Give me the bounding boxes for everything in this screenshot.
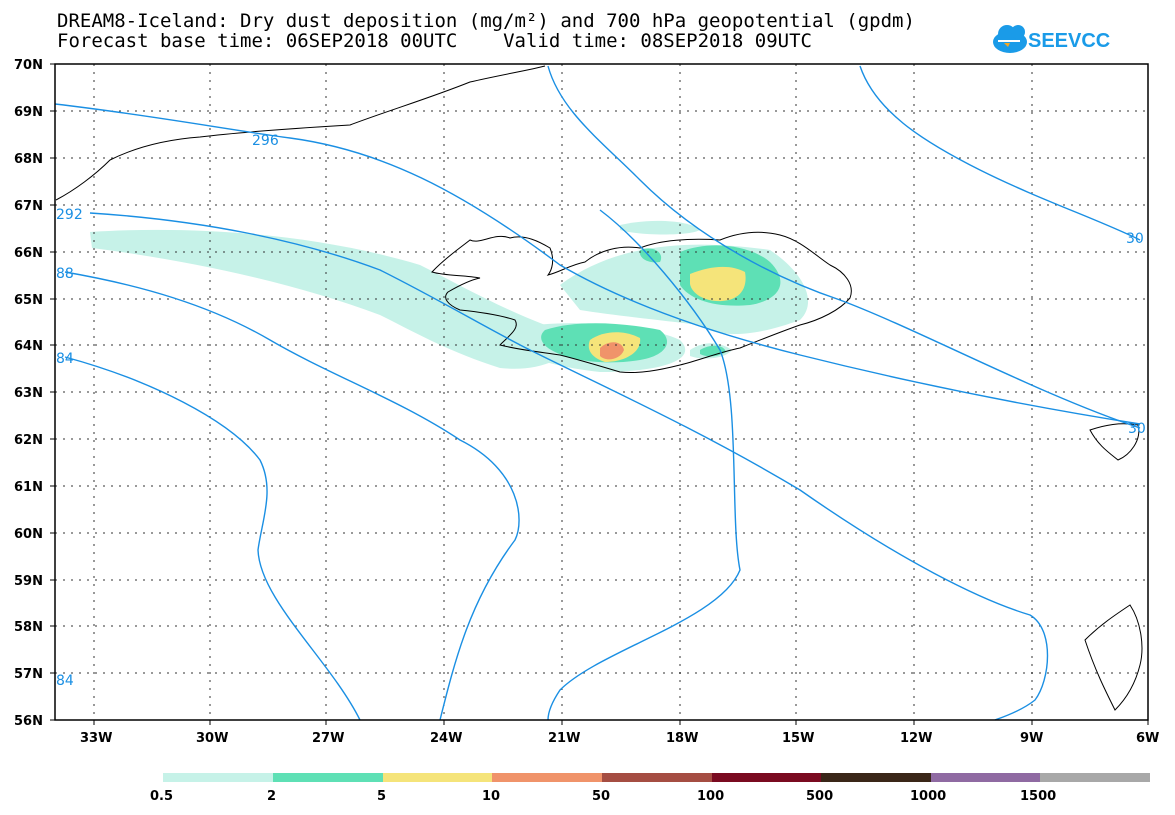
lat-label: 66N — [14, 246, 43, 261]
lat-label: 58N — [14, 620, 43, 635]
legend-label: 0.5 — [150, 789, 173, 804]
lat-label: 62N — [14, 433, 43, 448]
lat-label: 64N — [14, 339, 43, 354]
lon-label: 12W — [900, 731, 932, 746]
legend-label: 100 — [697, 789, 724, 804]
greenland-coast — [55, 65, 546, 201]
legend-label: 1000 — [910, 789, 946, 804]
legend-swatch — [163, 773, 273, 782]
lat-label: 60N — [14, 527, 43, 542]
map-subtitle: Forecast base time: 06SEP2018 00UTC Vali… — [57, 30, 812, 52]
contour-label: 292 — [56, 207, 83, 223]
legend-label: 2 — [267, 789, 276, 804]
legend-swatch — [602, 773, 712, 782]
lat-label: 63N — [14, 386, 43, 401]
geopotential-contours — [54, 65, 1141, 721]
lon-label: 24W — [430, 731, 462, 746]
lon-label: 21W — [548, 731, 580, 746]
legend-label: 1500 — [1020, 789, 1056, 804]
logo-text: SEEVCCC — [1028, 30, 1110, 52]
color-legend: 0.5 2 5 10 50 100 500 1000 1500 — [150, 773, 1150, 804]
scotland-coast — [1084, 604, 1143, 711]
contour-label: 84 — [56, 673, 74, 689]
iceland-coast — [431, 231, 852, 373]
contour-label: 296 — [252, 133, 279, 149]
lat-label: 61N — [14, 480, 43, 495]
lat-label: 69N — [14, 105, 43, 120]
legend-swatch — [821, 773, 931, 782]
latitude-labels: 70N 69N 68N 67N 66N 65N 64N 63N 62N 61N … — [14, 58, 43, 729]
legend-label: 10 — [482, 789, 500, 804]
lat-label: 56N — [14, 714, 43, 729]
lon-label: 18W — [666, 731, 698, 746]
legend-swatch — [712, 773, 821, 782]
seevccc-logo: SEEVCCC — [993, 25, 1110, 53]
legend-swatch — [273, 773, 383, 782]
lat-label: 57N — [14, 667, 43, 682]
legend-swatch — [492, 773, 602, 782]
legend-swatch — [1040, 773, 1150, 782]
legend-label: 50 — [592, 789, 610, 804]
contour-label: 88 — [56, 266, 74, 282]
longitude-labels: 33W 30W 27W 24W 21W 18W 15W 12W 9W 6W — [80, 731, 1159, 746]
lat-label: 70N — [14, 58, 43, 73]
axis-ticks — [50, 63, 1149, 725]
legend-label: 500 — [806, 789, 833, 804]
lon-label: 33W — [80, 731, 112, 746]
contour-label: 30 — [1128, 421, 1146, 437]
lat-label: 68N — [14, 152, 43, 167]
lat-label: 67N — [14, 199, 43, 214]
map-title: DREAM8-Iceland: Dry dust deposition (mg/… — [57, 10, 915, 32]
graticule — [55, 64, 1148, 720]
cloud-icon — [993, 25, 1027, 53]
legend-swatch — [383, 773, 492, 782]
legend-swatch — [931, 773, 1040, 782]
lat-label: 65N — [14, 293, 43, 308]
legend-label: 5 — [377, 789, 386, 804]
lon-label: 27W — [312, 731, 344, 746]
lon-label: 15W — [782, 731, 814, 746]
lon-label: 9W — [1020, 731, 1043, 746]
contour-label: 30 — [1126, 231, 1144, 247]
coastlines — [55, 65, 1143, 711]
lat-label: 59N — [14, 574, 43, 589]
dust-deposition-field — [90, 220, 809, 372]
lon-label: 6W — [1136, 731, 1159, 746]
lon-label: 30W — [196, 731, 228, 746]
contour-labels: 296 292 88 84 84 30 30 — [56, 133, 1146, 689]
contour-label: 84 — [56, 351, 74, 367]
faroe-coast — [1089, 423, 1140, 461]
